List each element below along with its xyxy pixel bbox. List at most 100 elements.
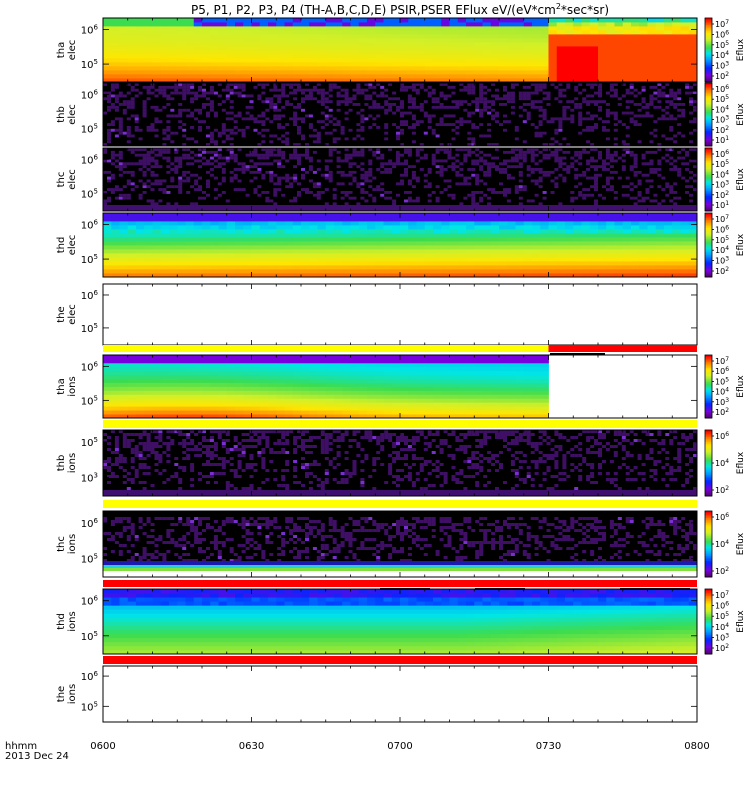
- heatmap-cell: [647, 66, 657, 71]
- heatmap-cell: [372, 123, 377, 126]
- heatmap-cell: [358, 70, 368, 75]
- heatmap-cell: [301, 233, 310, 238]
- heatmap-cell: [308, 159, 313, 163]
- heatmap-cell: [514, 128, 519, 132]
- heatmap-cell: [193, 74, 203, 79]
- heatmap-cell: [193, 261, 203, 266]
- heatmap-cell: [506, 173, 511, 177]
- heatmap-cell: [169, 249, 178, 254]
- heatmap-cell: [506, 120, 511, 124]
- heatmap-cell: [433, 221, 442, 226]
- heatmap-cell: [589, 225, 599, 230]
- heatmap-cell: [506, 159, 511, 163]
- heatmap-cell: [602, 120, 606, 124]
- heatmap-cell: [235, 18, 244, 23]
- heatmap-cell: [680, 42, 690, 47]
- heatmap-cell: [613, 123, 618, 126]
- heatmap-cell: [269, 105, 274, 109]
- heatmap-cell: [391, 18, 401, 23]
- heatmap-cell: [457, 229, 467, 234]
- heatmap-cell: [293, 148, 298, 151]
- heatmap-cell: [479, 91, 484, 95]
- heatmap-cell: [482, 217, 492, 222]
- heatmap-cell: [466, 253, 475, 258]
- heatmap-cell: [376, 126, 381, 129]
- heatmap-cell: [360, 188, 365, 191]
- heatmap-cell: [688, 42, 698, 47]
- heatmap-cell: [570, 108, 575, 112]
- heatmap-cell: [423, 185, 428, 189]
- heatmap-cell: [160, 213, 170, 218]
- heatmap-cell: [118, 196, 123, 200]
- heatmap-cell: [609, 188, 614, 191]
- heatmap-cell: [320, 94, 325, 98]
- heatmap-cell: [693, 91, 697, 95]
- heatmap-cell: [655, 38, 665, 43]
- heatmap-cell: [680, 38, 690, 43]
- heatmap-cell: [581, 221, 591, 226]
- heatmap-cell: [534, 193, 539, 197]
- heatmap-cell: [209, 156, 214, 160]
- heatmap-cell: [119, 225, 129, 230]
- heatmap-cell: [673, 117, 678, 121]
- heatmap-cell: [556, 273, 566, 278]
- heatmap-cell: [466, 221, 475, 226]
- heatmap-cell: [515, 225, 525, 230]
- heatmap-cell: [292, 237, 302, 242]
- heatmap-cell: [609, 170, 614, 174]
- heatmap-cell: [433, 66, 442, 71]
- heatmap-cell: [647, 229, 657, 234]
- heatmap-cell: [602, 196, 606, 200]
- heatmap-cell: [178, 165, 183, 169]
- heatmap-cell: [688, 261, 698, 266]
- heatmap-cell: [226, 58, 236, 63]
- heatmap-cell: [118, 156, 123, 160]
- heatmap-cell: [415, 153, 420, 157]
- heatmap-cell: [424, 54, 434, 59]
- heatmap-cell: [160, 38, 170, 43]
- heatmap-cell: [342, 217, 351, 222]
- heatmap-cell: [514, 165, 519, 169]
- heatmap-cell: [499, 103, 503, 106]
- heatmap-cell: [384, 170, 389, 174]
- heatmap-cell: [226, 229, 236, 234]
- heatmap-cell: [672, 233, 681, 238]
- heatmap-cell: [356, 165, 361, 169]
- heatmap-cell: [590, 185, 595, 189]
- heatmap-cell: [457, 233, 467, 238]
- heatmap-cell: [316, 159, 321, 163]
- heatmap-cell: [605, 137, 610, 141]
- heatmap-cell: [439, 105, 444, 109]
- heatmap-cell: [111, 229, 120, 234]
- heatmap-cell: [518, 91, 523, 95]
- colorbar-tick-label: 105: [715, 40, 729, 50]
- heatmap-cell: [178, 103, 183, 106]
- heatmap-cell: [144, 213, 153, 218]
- heatmap-cell: [451, 114, 456, 118]
- colorbar-swatch: [705, 40, 712, 43]
- heatmap-cell: [391, 249, 401, 254]
- heatmap-cell: [490, 50, 500, 55]
- colorbar-swatch: [705, 162, 712, 165]
- heatmap-cell: [598, 273, 607, 278]
- heatmap-cell: [606, 229, 615, 234]
- y-tick-label: 106: [81, 153, 99, 166]
- heatmap-cell: [241, 168, 246, 171]
- heatmap-cell: [309, 62, 318, 67]
- heatmap-cell: [657, 148, 662, 151]
- heatmap-cell: [649, 185, 654, 189]
- heatmap-cell: [198, 108, 202, 112]
- heatmap-cell: [562, 105, 567, 109]
- heatmap-cell: [375, 213, 384, 218]
- heatmap-cell: [158, 91, 163, 95]
- heatmap-cell: [166, 126, 171, 129]
- heatmap-cell: [614, 233, 624, 238]
- heatmap-cell: [680, 217, 690, 222]
- heatmap-cell: [136, 221, 145, 226]
- heatmap-cell: [614, 58, 624, 63]
- heatmap-cell: [111, 257, 120, 262]
- heatmap-cell: [449, 78, 459, 83]
- heatmap-cell: [114, 94, 119, 98]
- heatmap-cell: [546, 103, 551, 106]
- heatmap-cell: [515, 249, 525, 254]
